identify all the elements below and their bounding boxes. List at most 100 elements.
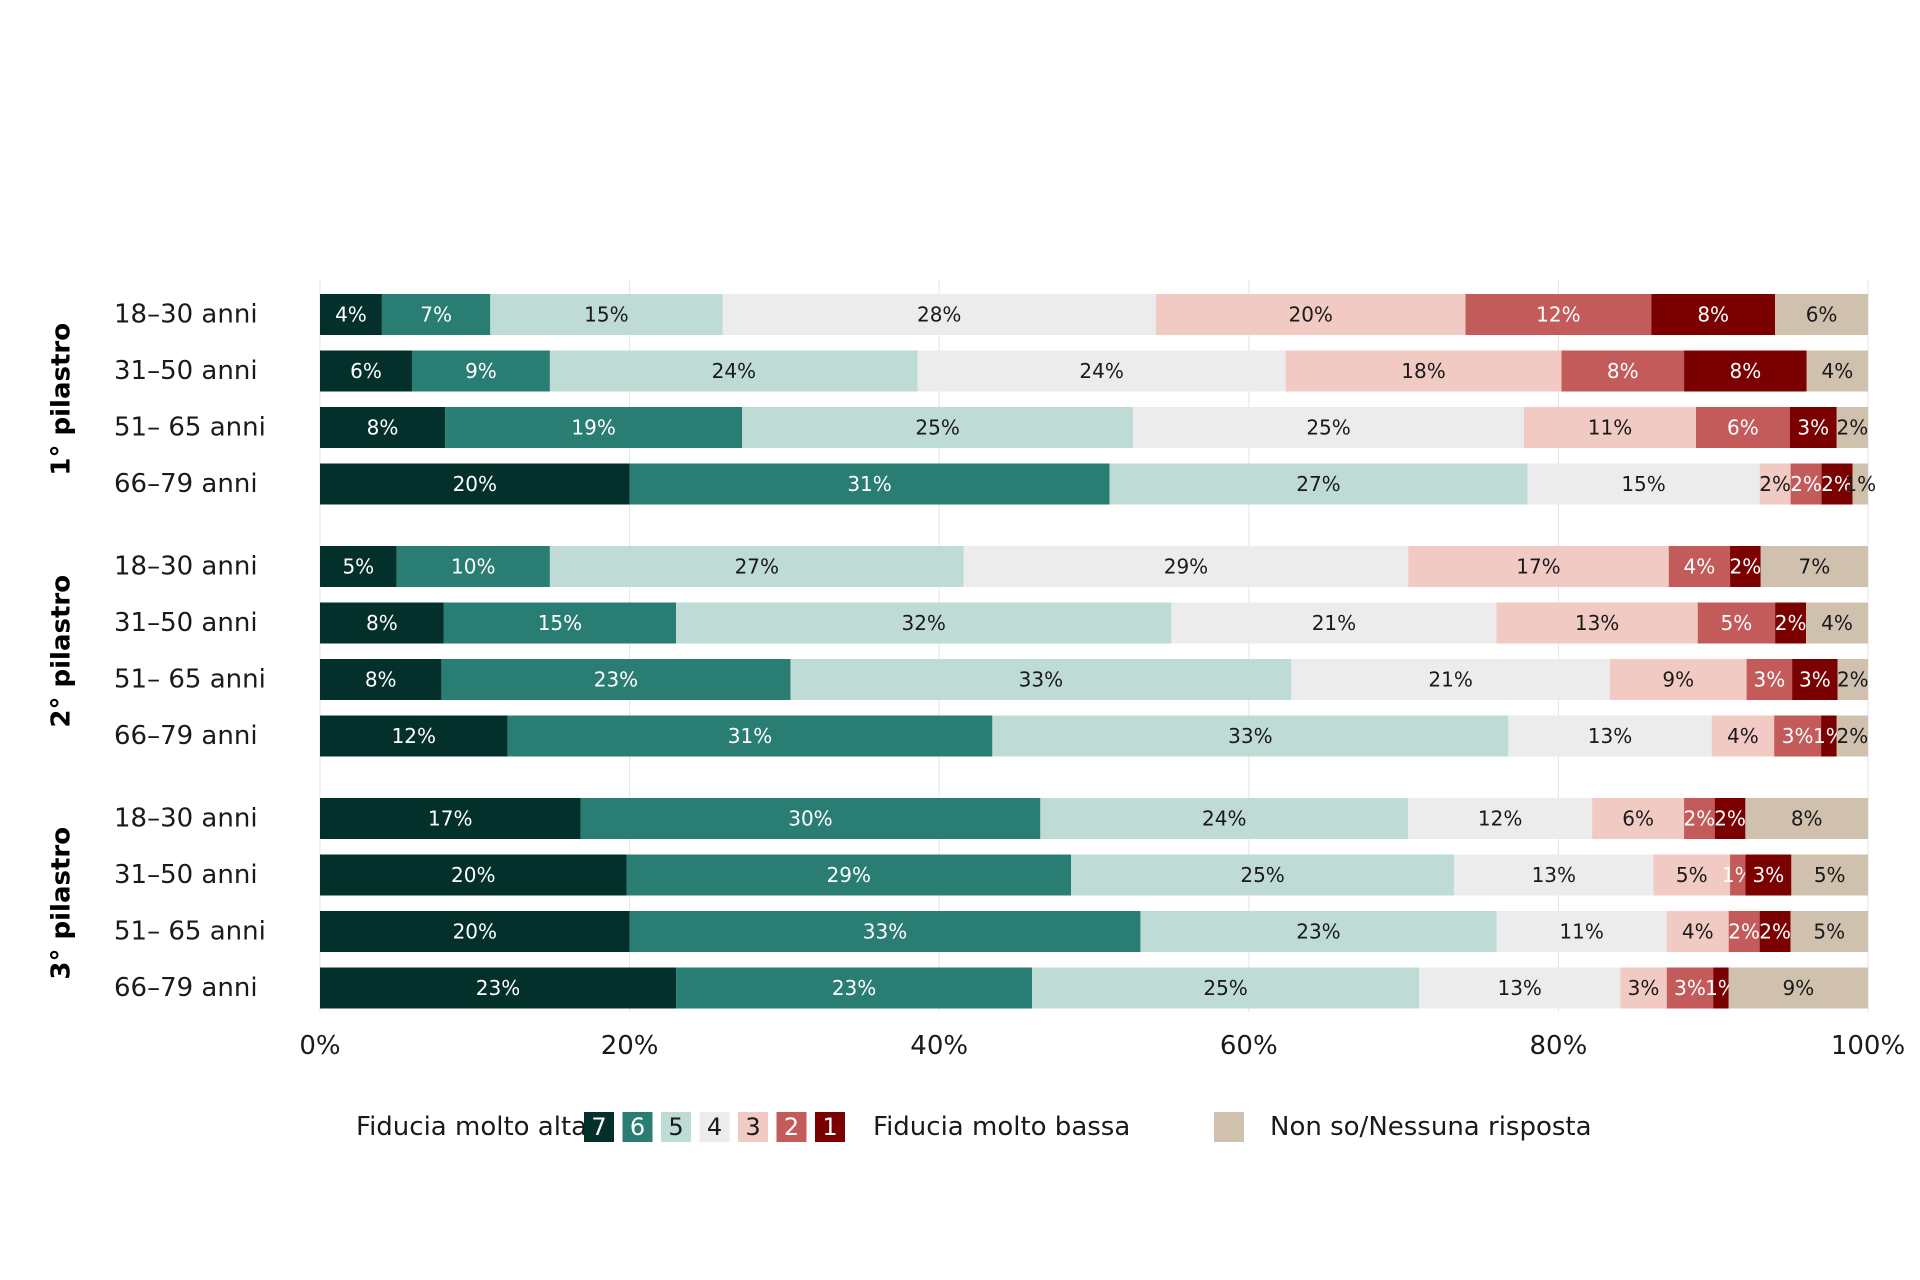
data-label: 20%: [453, 920, 497, 944]
data-label: 25%: [1240, 863, 1284, 887]
data-label: 4%: [1821, 359, 1853, 383]
data-label: 6%: [1806, 303, 1838, 327]
bar-segment: [1610, 659, 1747, 700]
bar-segment: [411, 350, 550, 392]
bar-segment: [1285, 350, 1562, 392]
data-label: 23%: [1296, 920, 1340, 944]
data-label: 15%: [1621, 472, 1665, 496]
bar-segment: [1666, 911, 1729, 952]
data-label: 2%: [1790, 472, 1822, 496]
legend-swatch: [776, 1112, 807, 1142]
data-label: 20%: [453, 472, 497, 496]
category-label: 18–30 anni: [114, 804, 258, 834]
bar-segment: [1697, 602, 1776, 644]
legend-swatch-label: 2: [784, 1113, 799, 1141]
data-label: 12%: [1536, 303, 1580, 327]
category-label: 18–30 anni: [114, 552, 258, 582]
bar-segment: [1140, 911, 1497, 952]
bar-segment: [1790, 463, 1822, 505]
category-label: 66–79 anni: [114, 721, 258, 751]
bar-segment: [1791, 854, 1868, 896]
bar-segment: [1806, 602, 1868, 644]
bar-segment: [1155, 294, 1466, 335]
data-label: 33%: [1228, 724, 1272, 748]
bar-segment: [1419, 967, 1621, 1009]
bar-segment: [1071, 854, 1455, 896]
bar-segment: [320, 602, 444, 644]
bar-segment: [549, 546, 964, 587]
bar-segment: [1836, 407, 1868, 448]
bar-segment: [676, 602, 1172, 644]
x-tick-label: 80%: [1530, 1031, 1588, 1061]
data-label: 8%: [367, 416, 399, 440]
data-label: 24%: [1202, 807, 1246, 831]
x-tick-label: 100%: [1831, 1031, 1905, 1061]
bar-segment: [320, 463, 630, 505]
data-label: 28%: [917, 303, 961, 327]
bar-segment: [1653, 854, 1731, 896]
data-label: 11%: [1588, 416, 1632, 440]
bar-segment: [1171, 602, 1497, 644]
data-label: 27%: [1296, 472, 1340, 496]
data-label: 6%: [350, 359, 382, 383]
x-tick-label: 40%: [910, 1031, 968, 1061]
data-label: 27%: [735, 555, 779, 579]
legend-swatch: [584, 1112, 614, 1142]
bar-segment: [320, 350, 412, 392]
data-label: 13%: [1497, 976, 1541, 1000]
bar-segment: [1561, 350, 1685, 392]
data-label: 3%: [1799, 668, 1831, 692]
bar-segment: [742, 407, 1134, 448]
legend-swatch-label: 1: [822, 1113, 837, 1141]
data-label: 9%: [1782, 976, 1814, 1000]
data-label: 10%: [451, 555, 495, 579]
legend-swatch: [622, 1112, 653, 1142]
data-label: 2%: [1775, 611, 1807, 635]
bars: 4% 7% 15% 28% 20% 12% 8% 6% 6% 9% 24% 24% 18% 8% 8% 4% 8…: [320, 294, 1876, 1009]
data-label: 7%: [1798, 555, 1830, 579]
bar-segment: [1620, 967, 1667, 1009]
bar-segment: [1759, 911, 1791, 952]
bar-segment: [1524, 407, 1696, 448]
bar-segment: [1759, 463, 1791, 505]
bar-segment: [1745, 854, 1792, 896]
bar-segment: [320, 715, 508, 757]
group-label: 1° pilastro: [47, 323, 77, 476]
bar-segment: [320, 911, 630, 952]
data-label: 33%: [1019, 668, 1063, 692]
data-label: 2%: [1759, 472, 1791, 496]
x-tick-label: 0%: [299, 1031, 340, 1061]
bar-segment: [445, 407, 743, 448]
bar-segment: [992, 715, 1509, 757]
bar-segment: [320, 854, 627, 896]
data-label: 4%: [1682, 920, 1714, 944]
bar-segment: [1040, 798, 1409, 839]
bar-segment: [1730, 546, 1761, 587]
data-label: 8%: [366, 611, 398, 635]
bar-segment: [1408, 798, 1593, 839]
legend-swatch: [661, 1112, 691, 1142]
bar-segment: [629, 911, 1141, 952]
data-label: 19%: [571, 416, 615, 440]
category-label: 66–79 anni: [114, 469, 258, 499]
data-label: 31%: [728, 724, 772, 748]
x-tick-label: 60%: [1220, 1031, 1278, 1061]
bar-segment: [1651, 294, 1776, 335]
bar-segment: [1775, 294, 1868, 335]
data-label: 17%: [1516, 555, 1560, 579]
data-label: 33%: [863, 920, 907, 944]
category-label: 51– 65 anni: [114, 413, 266, 443]
data-label: 8%: [1791, 807, 1823, 831]
bar-segment: [1760, 546, 1868, 587]
legend-swatch-label: 7: [591, 1113, 606, 1141]
data-label: 2%: [1714, 807, 1746, 831]
data-label: 8%: [365, 668, 397, 692]
category-label: 31–50 anni: [114, 860, 258, 890]
data-label: 6%: [1727, 416, 1759, 440]
data-label: 15%: [584, 303, 628, 327]
data-label: 30%: [788, 807, 832, 831]
data-label: 6%: [1622, 807, 1654, 831]
bar-segment: [963, 546, 1409, 587]
data-label: 21%: [1312, 611, 1356, 635]
